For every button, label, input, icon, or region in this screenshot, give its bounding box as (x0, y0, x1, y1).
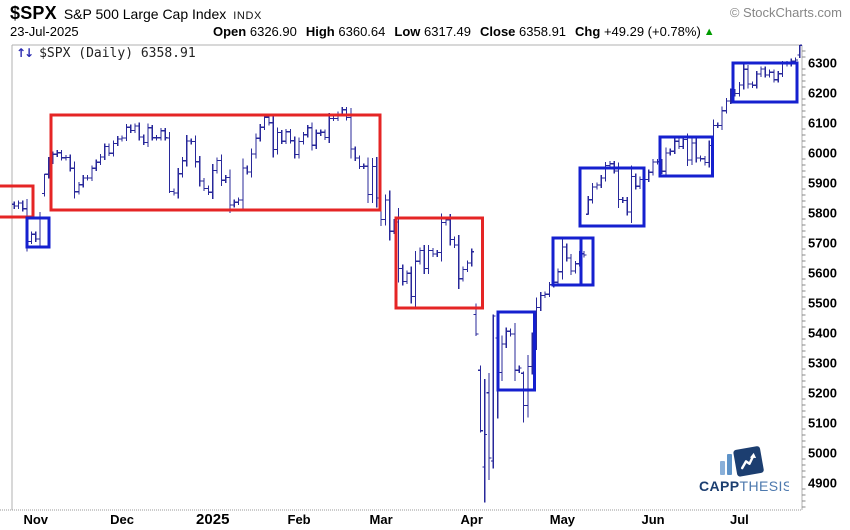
high-value: 6360.64 (338, 24, 386, 39)
chg-value: +49.29 (+0.78%) (603, 24, 701, 39)
y-axis-label: 5700 (808, 236, 837, 251)
chart-header: $SPX S&P 500 Large Cap Index INDX (10, 3, 262, 23)
y-axis-label: 6300 (808, 56, 837, 71)
ohlc-quote-row: Open 6326.90 High 6360.64 Low 6317.49 Close… (213, 24, 715, 39)
blue-annotation-box (578, 166, 646, 228)
x-axis-month-label: Jun (642, 512, 665, 527)
watermark-thesis: THESIS (740, 478, 790, 494)
y-axis-label: 6200 (808, 86, 837, 101)
y-axis-label: 4900 (808, 476, 837, 491)
y-axis-label: 5000 (808, 446, 837, 461)
close-value: 6358.91 (519, 24, 567, 39)
blue-annotation-box (496, 310, 536, 392)
red-annotation-box (49, 113, 382, 212)
y-axis-label: 5200 (808, 386, 837, 401)
y-axis-label: 6000 (808, 146, 837, 161)
y-axis-label: 5800 (808, 206, 837, 221)
x-axis-month-label: Feb (288, 512, 311, 527)
index-name: S&P 500 Large Cap Index (63, 6, 227, 22)
x-axis-month-label: Jul (730, 512, 749, 527)
up-triangle-icon: ▲ (703, 26, 715, 38)
low-label: Low (394, 24, 421, 39)
quote-date: 23-Jul-2025 (10, 24, 79, 39)
legend-text: $SPX (Daily) 6358.91 (39, 46, 196, 61)
x-axis-month-label: Nov (23, 512, 48, 527)
cappthesis-watermark: CAPPTHESIS (694, 440, 792, 503)
chart-legend: ↑↓ $SPX (Daily) 6358.91 (16, 46, 196, 61)
y-axis-label: 6100 (808, 116, 837, 131)
blue-annotation-box (658, 135, 715, 178)
copyright-notice: © StockCharts.com (729, 5, 842, 20)
logo-bars-icon (720, 454, 732, 475)
red-annotation-box (394, 216, 485, 310)
x-axis-month-label: Apr (461, 512, 483, 527)
high-label: High (305, 24, 335, 39)
open-label: Open (213, 24, 247, 39)
close-label: Close (480, 24, 516, 39)
symbol: $SPX (10, 3, 57, 23)
low-value: 6317.49 (424, 24, 471, 39)
x-axis-month-label: 2025 (196, 511, 229, 528)
blue-annotation-box (731, 61, 799, 104)
updown-arrows-icon: ↑↓ (16, 46, 34, 60)
chg-label: Chg (575, 24, 601, 39)
blue-annotation-box (25, 216, 51, 249)
svg-text:CAPPTHESIS: CAPPTHESIS (699, 478, 789, 494)
x-axis-month-label: May (550, 512, 576, 527)
logo-chart-square-icon (733, 446, 764, 477)
blue-annotation-box (551, 236, 595, 287)
y-axis-label: 5300 (808, 356, 837, 371)
watermark-capp: CAPP (699, 478, 740, 494)
x-axis-month-label: Mar (370, 512, 393, 527)
y-axis-label: 5900 (808, 176, 837, 191)
open-value: 6326.90 (249, 24, 297, 39)
x-axis-month-label: Dec (110, 512, 134, 527)
cappthesis-logo-icon: CAPPTHESIS (699, 446, 792, 494)
y-axis-label: 5500 (808, 296, 837, 311)
y-axis-label: 5600 (808, 266, 837, 281)
y-axis-label: 5100 (808, 416, 837, 431)
exchange-label: INDX (233, 10, 262, 22)
red-annotation-box (0, 184, 35, 219)
y-axis-label: 5400 (808, 326, 837, 341)
